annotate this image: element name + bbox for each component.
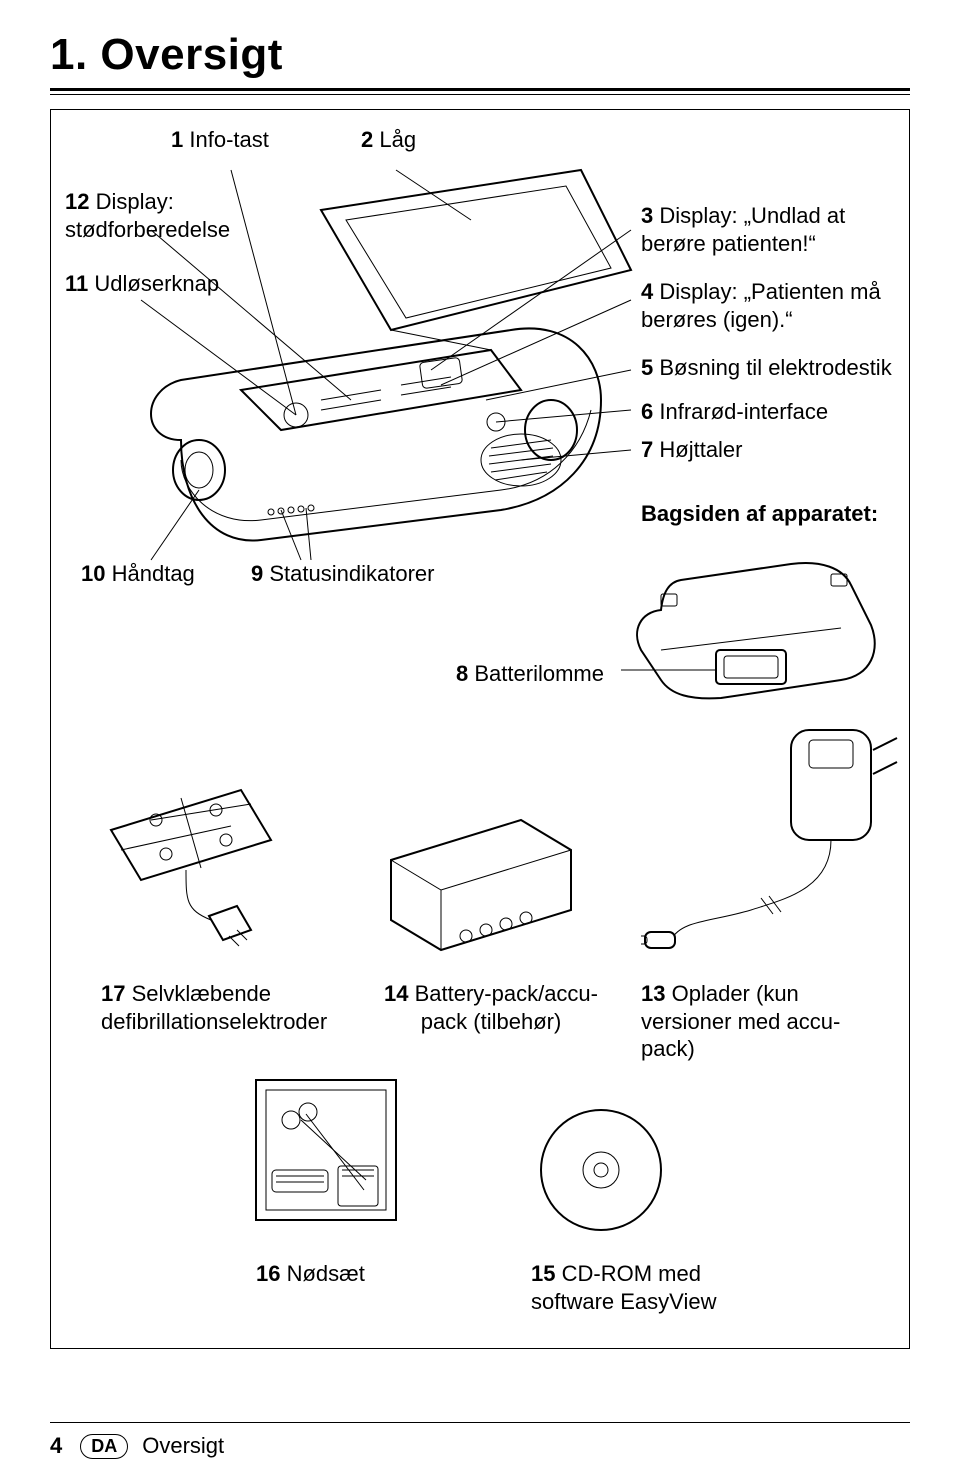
page-title: 1. Oversigt xyxy=(50,30,910,80)
emergency-kit-icon xyxy=(246,1070,416,1240)
title-rule-bold xyxy=(50,88,910,91)
battery-pack-icon xyxy=(371,790,591,960)
label-16: 16 Nødsæt xyxy=(256,1260,365,1288)
device-schematic-icon xyxy=(121,160,641,580)
back-heading: Bagsiden af apparatet: xyxy=(641,500,901,528)
label-17: 17 Selvklæbende defibrillationselektrode… xyxy=(101,980,331,1035)
label-2: 2 Låg xyxy=(361,126,416,154)
label-7: 7 Højttaler xyxy=(641,436,743,464)
cdrom-icon xyxy=(531,1100,671,1240)
label-13: 13 Oplader (kun versioner med accu-pack) xyxy=(641,980,891,1063)
label-3: 3 Display: „Undlad at berøre patienten!“ xyxy=(641,202,891,257)
title-rule-thin xyxy=(50,94,910,95)
diagram-frame: 1 Info-tast 2 Låg 12 Display: stødforber… xyxy=(50,109,910,1349)
label-14: 14 Battery-pack/accu-pack (tilbehør) xyxy=(381,980,601,1035)
page-footer: 4 DA Oversigt xyxy=(50,1422,910,1459)
label-5: 5 Bøsning til elektrodestik xyxy=(641,354,901,382)
label-6: 6 Infrarød-interface xyxy=(641,398,828,426)
device-back-icon xyxy=(621,530,891,720)
label-15: 15 CD-ROM med software EasyView xyxy=(531,1260,751,1315)
footer-section: Oversigt xyxy=(142,1433,224,1459)
lang-pill: DA xyxy=(80,1434,128,1459)
footer-rule xyxy=(50,1422,910,1423)
electrodes-icon xyxy=(101,770,311,960)
label-8: 8 Batterilomme xyxy=(456,660,604,688)
label-4: 4 Display: „Patienten må berøres (igen).… xyxy=(641,278,891,333)
label-1: 1 Info-tast xyxy=(171,126,269,154)
page-number: 4 xyxy=(50,1433,62,1459)
charger-icon xyxy=(641,710,901,980)
